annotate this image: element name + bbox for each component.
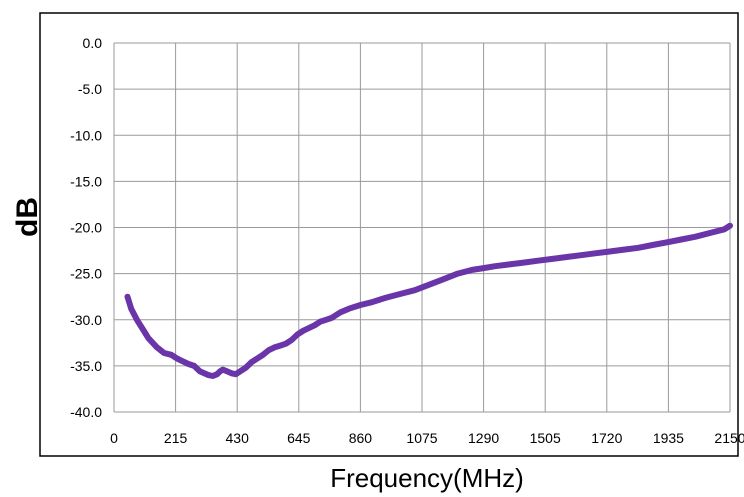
- y-tick-label: -10.0: [70, 127, 102, 143]
- y-tick-label: -15.0: [70, 173, 102, 189]
- x-tick-label: 215: [164, 430, 188, 446]
- series-group: [124, 222, 733, 379]
- y-tick-label: -20.0: [70, 220, 102, 236]
- x-tick-label: 1935: [653, 430, 684, 446]
- x-tick-label: 430: [226, 430, 250, 446]
- x-tick-label: 1720: [591, 430, 622, 446]
- chart-frame: [39, 12, 739, 457]
- gridlines: [113, 42, 731, 413]
- x-tick-label: 860: [349, 430, 373, 446]
- y-tick-label: -5.0: [78, 81, 102, 97]
- y-tick-label: 0.0: [83, 35, 103, 51]
- y-tick-label: -40.0: [70, 404, 102, 420]
- x-axis-title: Frequency(MHz): [330, 463, 524, 493]
- x-tick-label: 0: [110, 430, 118, 446]
- x-tick-label: 1505: [530, 430, 561, 446]
- x-tick-label: 1290: [468, 430, 499, 446]
- y-tick-label: -35.0: [70, 358, 102, 374]
- x-tick-label: 2150: [714, 430, 744, 446]
- x-tick-label: 645: [287, 430, 311, 446]
- y-axis-tick-labels: 0.0 -5.0 -10.0 -15.0 -20.0 -25.0 -30.0 -35.0 -40…: [70, 35, 102, 420]
- series-line: [124, 222, 733, 379]
- x-tick-label: 1075: [406, 430, 437, 446]
- x-axis-tick-labels: 0 215 430 645 860 1075 1290 1505 1720 1935 2150: [110, 430, 744, 446]
- y-axis-title: dB: [11, 197, 44, 237]
- y-tick-label: -30.0: [70, 312, 102, 328]
- y-tick-label: -25.0: [70, 266, 102, 282]
